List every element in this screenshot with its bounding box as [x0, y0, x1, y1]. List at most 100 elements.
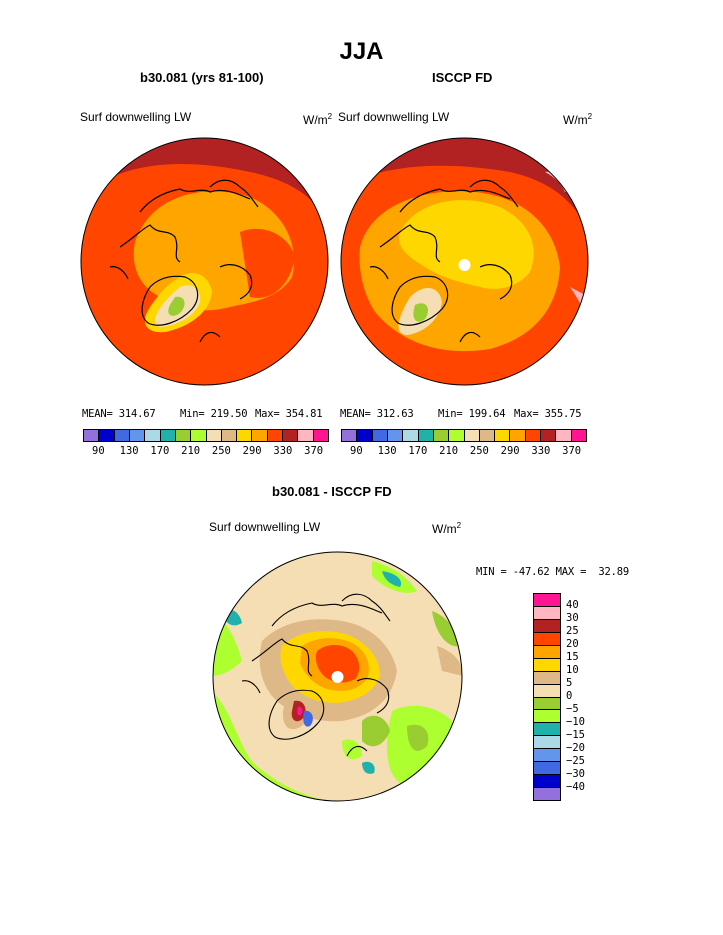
colorbar-swatch	[99, 430, 115, 441]
panel1-min: Min= 219.50	[180, 408, 248, 420]
colorbar-swatch	[372, 430, 388, 441]
colorbar-swatch	[525, 430, 542, 441]
page-title: JJA	[339, 38, 384, 65]
colorbar-tick-label: 90	[92, 445, 105, 457]
panel3-polar-map	[212, 551, 463, 802]
colorbar-tick-label: 90	[350, 445, 363, 457]
panel3-title: b30.081 - ISCCP FD	[272, 484, 392, 499]
colorbar-swatch	[175, 430, 192, 441]
panel2-title: ISCCP FD	[432, 70, 493, 85]
colorbar-swatch	[342, 430, 358, 441]
colorbar-swatch	[191, 430, 207, 441]
colorbar-swatch	[510, 430, 526, 441]
panel2-variable-label: Surf downwelling LW	[338, 110, 450, 124]
colorbar-swatch	[534, 658, 560, 672]
colorbar-tick-label: −20	[566, 742, 585, 754]
colorbar-tick-label: 210	[439, 445, 459, 457]
colorbar-tick-label: 330	[273, 445, 293, 457]
colorbar-swatch	[357, 430, 373, 441]
colorbar-tick-label: 130	[119, 445, 139, 457]
colorbar-swatch	[534, 645, 560, 659]
colorbar-swatch	[418, 430, 434, 441]
colorbar-swatch	[313, 430, 328, 441]
colorbar-tick-label: −10	[566, 716, 585, 728]
panel3-variable-label: Surf downwelling LW	[209, 520, 321, 534]
panel1-colorbar-ticks: 90 130 170 210 250 290 330 370	[83, 445, 329, 459]
colorbar-swatch	[433, 430, 450, 441]
colorbar-tick-label: 25	[566, 625, 579, 637]
colorbar-tick-label: 330	[531, 445, 551, 457]
colorbar-swatch	[206, 430, 222, 441]
colorbar-tick-label: −40	[566, 781, 585, 793]
colorbar-swatch	[534, 606, 560, 620]
colorbar-tick-label: 170	[408, 445, 428, 457]
colorbar-swatch	[534, 749, 560, 763]
panel2-min: Min= 199.64	[438, 408, 506, 420]
colorbar-swatch	[464, 430, 480, 441]
colorbar-swatch	[534, 736, 560, 750]
colorbar-swatch	[534, 632, 560, 646]
colorbar-tick-label: 5	[566, 677, 573, 689]
colorbar-swatch	[403, 430, 419, 441]
colorbar-swatch	[534, 710, 560, 724]
colorbar-tick-label: 290	[500, 445, 520, 457]
panel3-colorbar-ticks: 40 30 25 20 15 10 5 0 −5 −10 −15 −20 −25 −30 −40	[566, 593, 606, 801]
colorbar-swatch	[534, 684, 560, 698]
colorbar-swatch	[534, 788, 560, 800]
panel1-units: W/m2	[303, 112, 333, 127]
panel2-mean: MEAN= 312.63	[340, 408, 414, 420]
panel3-colorbar	[533, 593, 561, 801]
colorbar-swatch	[534, 697, 560, 711]
colorbar-swatch	[160, 430, 176, 441]
colorbar-swatch	[145, 430, 161, 441]
panel2-units: W/m2	[563, 112, 593, 127]
colorbar-swatch	[252, 430, 268, 441]
panel1-variable-label: Surf downwelling LW	[80, 110, 192, 124]
colorbar-swatch	[571, 430, 586, 441]
colorbar-tick-label: 290	[242, 445, 262, 457]
panel1-colorbar	[83, 429, 329, 442]
colorbar-swatch	[534, 762, 560, 776]
colorbar-tick-label: 30	[566, 612, 579, 624]
colorbar-swatch	[114, 430, 130, 441]
colorbar-tick-label: 210	[181, 445, 201, 457]
colorbar-tick-label: −15	[566, 729, 585, 741]
colorbar-swatch	[237, 430, 253, 441]
colorbar-tick-label: 250	[469, 445, 489, 457]
colorbar-tick-label: 40	[566, 599, 579, 611]
colorbar-swatch	[556, 430, 572, 441]
panel1-max: Max= 354.81	[255, 408, 323, 420]
panel2-colorbar-ticks: 90 130 170 210 250 290 330 370	[341, 445, 587, 459]
colorbar-tick-label: −5	[566, 703, 579, 715]
panel1-title: b30.081 (yrs 81-100)	[140, 70, 264, 85]
colorbar-swatch	[449, 430, 465, 441]
colorbar-swatch	[534, 671, 560, 685]
panel1-polar-map	[80, 137, 329, 386]
colorbar-swatch	[541, 430, 557, 441]
colorbar-swatch	[534, 775, 560, 789]
colorbar-tick-label: 20	[566, 638, 579, 650]
colorbar-tick-label: 0	[566, 690, 573, 702]
colorbar-tick-label: 250	[211, 445, 231, 457]
colorbar-swatch	[534, 619, 560, 633]
colorbar-tick-label: 15	[566, 651, 579, 663]
colorbar-tick-label: 170	[150, 445, 170, 457]
colorbar-swatch	[129, 430, 146, 441]
colorbar-swatch	[387, 430, 404, 441]
colorbar-swatch	[534, 594, 560, 607]
colorbar-tick-label: 370	[562, 445, 582, 457]
panel3-units: W/m2	[432, 521, 462, 536]
colorbar-swatch	[479, 430, 496, 441]
panel2-max: Max= 355.75	[514, 408, 582, 420]
colorbar-swatch	[534, 723, 560, 737]
colorbar-tick-label: 130	[377, 445, 397, 457]
colorbar-swatch	[298, 430, 314, 441]
panel3-minmax: MIN = -47.62 MAX = 32.89	[476, 566, 630, 578]
panel2-polar-map	[340, 137, 589, 386]
panel1-mean: MEAN= 314.67	[82, 408, 156, 420]
colorbar-swatch	[221, 430, 238, 441]
colorbar-swatch	[495, 430, 511, 441]
colorbar-tick-label: −25	[566, 755, 585, 767]
colorbar-swatch	[283, 430, 299, 441]
colorbar-tick-label: 370	[304, 445, 324, 457]
